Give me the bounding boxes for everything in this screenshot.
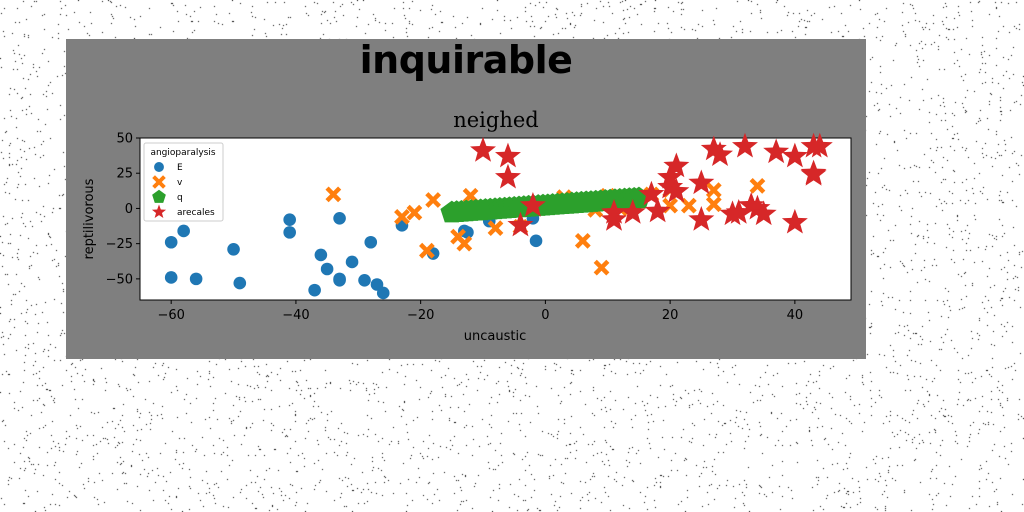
data-point xyxy=(705,196,722,213)
y-tick-label: −50 xyxy=(106,272,133,287)
data-point xyxy=(700,135,727,161)
data-point xyxy=(425,192,442,208)
figure-suptitle: inquirable xyxy=(359,38,573,82)
data-point xyxy=(800,160,827,186)
data-point xyxy=(283,226,296,239)
data-point xyxy=(164,271,178,284)
data-point xyxy=(507,211,534,237)
data-point xyxy=(644,197,671,223)
data-point xyxy=(601,206,627,231)
data-point xyxy=(495,142,521,168)
data-point xyxy=(619,199,646,224)
data-point xyxy=(177,224,190,238)
y-tick-label: 25 xyxy=(116,167,133,182)
y-tick-label: −25 xyxy=(106,237,133,252)
data-point xyxy=(456,235,473,252)
data-point xyxy=(663,152,690,178)
data-point xyxy=(320,262,334,276)
data-point xyxy=(189,272,203,286)
data-point xyxy=(419,242,435,259)
data-point xyxy=(750,200,777,226)
data-point xyxy=(593,259,610,276)
data-point xyxy=(763,138,790,164)
data-point xyxy=(732,132,758,158)
legend-title: angioparalysis xyxy=(150,148,215,158)
data-point xyxy=(308,283,321,297)
data-point xyxy=(233,276,247,290)
data-point xyxy=(688,169,715,195)
data-point xyxy=(333,211,346,225)
legend-label: arecales xyxy=(177,208,215,218)
data-point xyxy=(333,273,346,287)
data-point xyxy=(725,199,752,224)
data-point xyxy=(470,137,496,162)
data-point xyxy=(495,163,521,189)
legend-label: E xyxy=(177,163,183,173)
data-point xyxy=(325,186,342,203)
data-point xyxy=(461,226,474,239)
data-point xyxy=(749,178,766,194)
data-point xyxy=(657,173,684,199)
data-point xyxy=(680,197,697,214)
x-axis-label: uncaustic xyxy=(464,329,526,344)
data-point xyxy=(487,220,504,237)
data-point xyxy=(376,286,390,300)
data-point xyxy=(663,177,690,203)
legend: angioparalysis Evq arecales xyxy=(143,142,224,222)
series-E xyxy=(164,211,543,300)
data-point xyxy=(529,234,543,248)
data-point xyxy=(519,191,546,217)
data-point xyxy=(283,213,296,227)
data-point xyxy=(227,242,240,256)
legend-label: v xyxy=(177,178,183,188)
legend-label: q xyxy=(177,193,183,203)
data-point xyxy=(394,209,410,225)
data-point xyxy=(781,208,808,234)
chart-title: neighed xyxy=(453,108,539,132)
x-tick-label: 40 xyxy=(787,308,804,323)
data-marks xyxy=(164,132,833,300)
data-point xyxy=(707,141,733,166)
data-point xyxy=(638,180,665,206)
x-tick-label: −20 xyxy=(407,308,434,323)
legend-box xyxy=(143,142,224,222)
data-point xyxy=(314,248,328,262)
x-tick-label: −40 xyxy=(282,308,309,323)
data-point xyxy=(364,235,378,249)
x-tick-label: −60 xyxy=(157,308,184,323)
data-point xyxy=(781,142,808,168)
data-point xyxy=(705,182,722,199)
data-point xyxy=(345,255,359,269)
data-point xyxy=(574,232,591,249)
legend-marker xyxy=(151,204,167,219)
legend-marker xyxy=(152,175,166,189)
legend-marker xyxy=(154,162,164,172)
data-point xyxy=(688,206,715,231)
y-axis: 50 25 0 −25 −50 xyxy=(106,132,140,287)
data-point xyxy=(806,132,833,158)
x-tick-label: 0 xyxy=(541,308,549,323)
data-point xyxy=(744,194,771,220)
data-point xyxy=(164,235,178,249)
y-tick-label: 0 xyxy=(125,202,133,217)
y-tick-label: 50 xyxy=(116,132,133,147)
legend-marker xyxy=(152,189,166,203)
series-arecales xyxy=(470,132,833,237)
x-tick-label: 20 xyxy=(662,308,679,323)
data-point xyxy=(358,273,371,287)
data-point xyxy=(406,204,423,221)
x-axis: −60 −40 −20 0 20 40 xyxy=(157,300,803,323)
y-axis-label: reptilivorous xyxy=(82,178,97,259)
